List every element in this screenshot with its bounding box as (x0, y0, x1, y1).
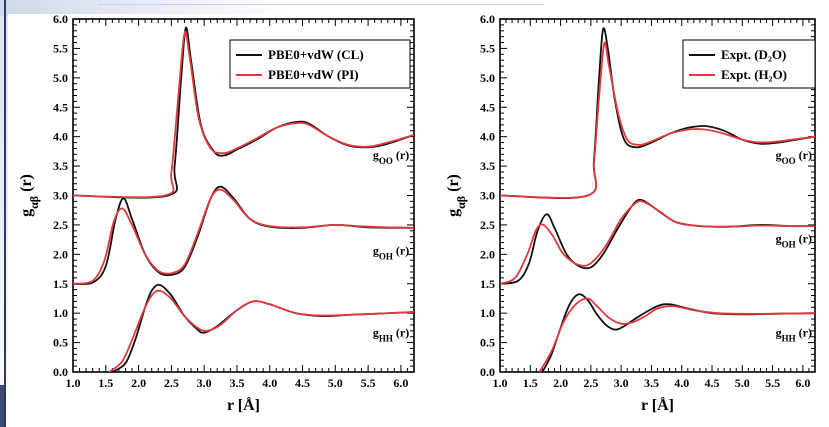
series-line-1-gOH (500, 200, 815, 285)
x-tick-label: 4.0 (674, 376, 689, 390)
slide-corner-box (0, 385, 4, 427)
y-tick-label: 0.5 (480, 336, 495, 350)
curve-annotation: gOH (r) (373, 243, 409, 261)
y-tick-label: 2.0 (480, 247, 495, 261)
y-tick-label: 3.0 (53, 189, 68, 203)
y-tick-label: 4.0 (480, 130, 495, 144)
x-tick-label: 4.5 (295, 376, 310, 390)
legend-box (229, 39, 411, 89)
curve-annotation: gOO (r) (373, 148, 409, 166)
series-group (73, 26, 414, 372)
x-tick-label: 2.5 (164, 376, 179, 390)
slide-left-border (4, 0, 6, 427)
curve-annotation: gOO (r) (776, 148, 812, 166)
legend-box (682, 39, 816, 89)
series-line-1-gOH (73, 188, 414, 285)
y-tick-label: 5.5 (480, 41, 495, 55)
x-tick-label: 3.5 (644, 376, 659, 390)
x-tick-label: 5.5 (361, 376, 376, 390)
x-tick-label: 5.5 (765, 376, 780, 390)
y-tick-label: 2.0 (53, 247, 68, 261)
y-tick-label: 0.5 (53, 336, 68, 350)
x-tick-label: 6.0 (393, 376, 408, 390)
y-tick-label: 6.0 (53, 12, 68, 26)
y-tick-label: 5.0 (480, 71, 495, 85)
y-tick-label: 2.5 (53, 218, 68, 232)
x-tick-label: 5.0 (735, 376, 750, 390)
y-tick-label: 0.0 (53, 365, 68, 379)
title-banner-edge (98, 4, 544, 5)
x-tick-label: 3.5 (229, 376, 244, 390)
x-tick-label: 3.0 (197, 376, 212, 390)
legend-label: Expt. (D₂O) (721, 47, 786, 62)
curve-annotation: gHH (r) (776, 326, 812, 344)
y-tick-label: 5.5 (53, 41, 68, 55)
y-tick-label: 6.0 (480, 12, 495, 26)
legend-label: Expt. (H₂O) (721, 67, 787, 82)
x-tick-label: 2.5 (583, 376, 598, 390)
series-group (500, 27, 815, 372)
y-tick-label: 4.5 (480, 100, 495, 114)
legend-label: PBE0+vdW (CL) (268, 47, 364, 62)
x-axis-title: r [Å] (641, 396, 674, 414)
x-tick-label: 3.0 (614, 376, 629, 390)
y-axis-title: gαβ (r) (18, 174, 41, 217)
y-axis-title: gαβ (r) (445, 174, 468, 217)
x-tick-label: 1.0 (66, 376, 81, 390)
series-line-1-gOO (500, 41, 815, 199)
curve-annotation: gHH (r) (373, 326, 409, 344)
chart-left: 1.0 1.5 2.0 2.5 3.0 3.5 4.0 4.5 5.0 5.5 6.0 0.0 0.5 1… (18, 12, 415, 414)
y-tick-label: 4.5 (53, 100, 68, 114)
y-tick-label: 3.5 (480, 159, 495, 173)
y-tick-label: 1.5 (480, 277, 495, 291)
legend-label: PBE0+vdW (PI) (268, 67, 359, 82)
x-tick-label: 6.0 (795, 376, 810, 390)
y-tick-label: 3.0 (480, 189, 495, 203)
series-line-0-gOO (500, 27, 815, 200)
y-tick-label: 1.0 (53, 306, 68, 320)
x-tick-label: 1.0 (493, 376, 508, 390)
chart-right: 1.0 1.5 2.0 2.5 3.0 3.5 4.0 4.5 5.0 5.5 6.0 0.0 0.5 1… (445, 12, 816, 414)
y-tick-label: 5.0 (53, 71, 68, 85)
series-line-1-gHH (538, 297, 815, 372)
series-line-1-gOO (73, 31, 414, 199)
y-tick-label: 1.5 (53, 277, 68, 291)
y-tick-label: 3.5 (53, 159, 68, 173)
x-axis-title: r [Å] (227, 396, 260, 414)
x-tick-label: 5.0 (328, 376, 343, 390)
y-tick-label: 0.0 (480, 365, 495, 379)
y-tick-label: 2.5 (480, 218, 495, 232)
x-tick-label: 4.0 (262, 376, 277, 390)
x-tick-label: 2.0 (131, 376, 146, 390)
y-tick-label: 4.0 (53, 130, 68, 144)
x-tick-label: 4.5 (705, 376, 720, 390)
curve-annotation: gOH (r) (776, 232, 812, 250)
y-tick-label: 1.0 (480, 306, 495, 320)
x-tick-label: 1.5 (98, 376, 113, 390)
x-tick-label: 1.5 (523, 376, 538, 390)
x-tick-label: 2.0 (553, 376, 568, 390)
series-line-1-gHH (108, 289, 414, 372)
